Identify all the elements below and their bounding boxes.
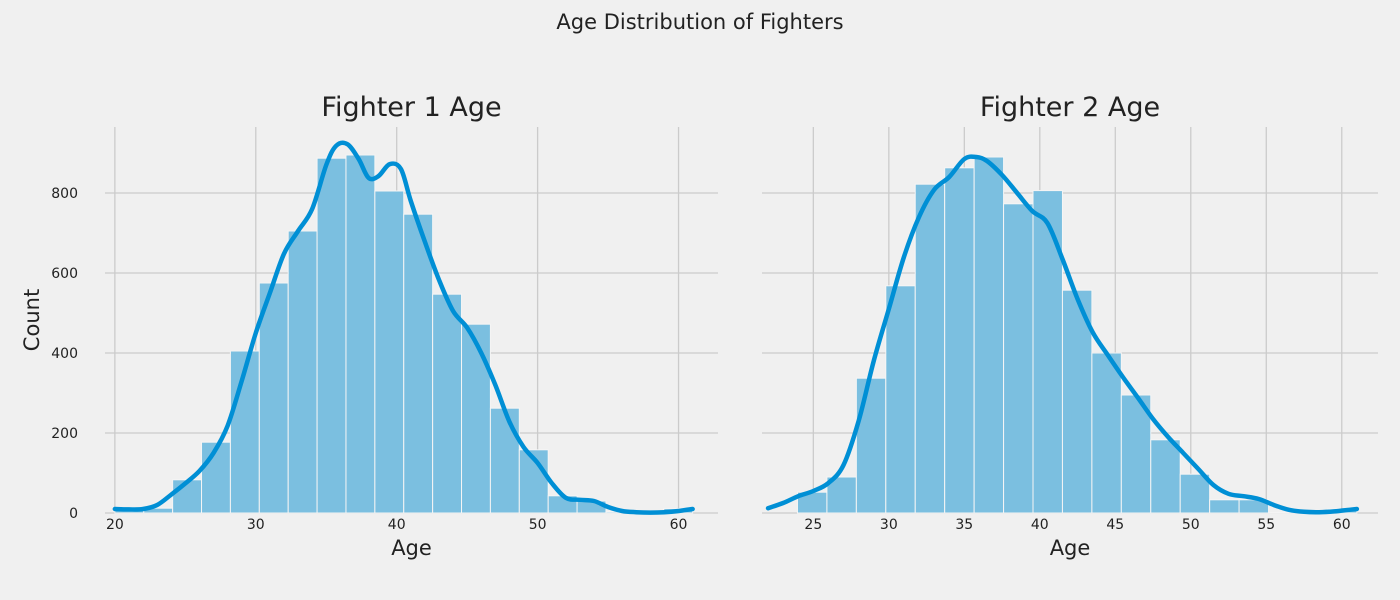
histogram-bar xyxy=(258,282,289,514)
x-tick-label: 50 xyxy=(529,517,547,533)
histogram-bar xyxy=(432,293,463,514)
x-tick-label: 60 xyxy=(1333,517,1351,533)
x-axis-label: Age xyxy=(1050,536,1091,560)
x-tick-label: 40 xyxy=(1031,517,1049,533)
x-tick-label: 60 xyxy=(670,517,688,533)
x-tick-label: 30 xyxy=(247,517,265,533)
histogram-bar xyxy=(1061,289,1093,514)
figure-title: Age Distribution of Fighters xyxy=(556,10,843,34)
histogram-bar xyxy=(885,285,916,514)
x-tick-label: 30 xyxy=(880,517,898,533)
histogram-bar xyxy=(345,154,376,514)
histogram-bar xyxy=(201,441,231,514)
y-tick-label: 400 xyxy=(51,346,78,362)
x-tick-label: 25 xyxy=(804,517,822,533)
subplot-2: 25 30 35 40 45 50 55 60 Fighter 2 Age Age xyxy=(762,92,1378,560)
histogram-bar xyxy=(316,157,347,514)
histogram-bar xyxy=(1032,190,1063,514)
x-tick-label: 50 xyxy=(1182,517,1200,533)
x-tick-label: 20 xyxy=(106,517,124,533)
histogram-bar xyxy=(1003,203,1034,514)
histogram-bar xyxy=(1091,352,1122,514)
x-tick-label: 45 xyxy=(1106,517,1124,533)
histogram-bar xyxy=(1209,499,1240,514)
y-tick-label: 800 xyxy=(51,186,78,202)
histogram-bar xyxy=(855,377,887,514)
kde-line xyxy=(765,154,1360,515)
histogram-bar xyxy=(287,230,318,514)
x-axis-label: Age xyxy=(391,536,432,560)
x-tick-label: 35 xyxy=(955,517,973,533)
histogram-bars xyxy=(796,156,1358,514)
histogram-bar xyxy=(973,156,1005,514)
histogram-bar xyxy=(461,323,491,514)
y-axis-label: Count xyxy=(20,289,44,351)
histogram-bar xyxy=(374,190,405,514)
x-tick-label: 40 xyxy=(388,517,406,533)
subplot-title: Fighter 1 Age xyxy=(321,92,501,123)
histogram-bar xyxy=(1120,394,1152,514)
histogram-bar xyxy=(172,479,203,514)
y-tick-label: 600 xyxy=(51,266,78,282)
subplot-title: Fighter 2 Age xyxy=(980,92,1160,123)
y-tick-label: 200 xyxy=(51,426,78,442)
histogram-bars xyxy=(114,154,694,514)
histogram-bar xyxy=(1179,473,1211,514)
x-tick-label: 55 xyxy=(1257,517,1275,533)
histogram-bar xyxy=(403,213,434,514)
histogram-bar xyxy=(1150,439,1181,514)
kde-line xyxy=(112,140,695,515)
histogram-bar xyxy=(944,167,975,514)
y-tick-label: 0 xyxy=(69,506,78,522)
histogram-bar xyxy=(489,407,520,514)
histogram-bar xyxy=(914,183,946,514)
